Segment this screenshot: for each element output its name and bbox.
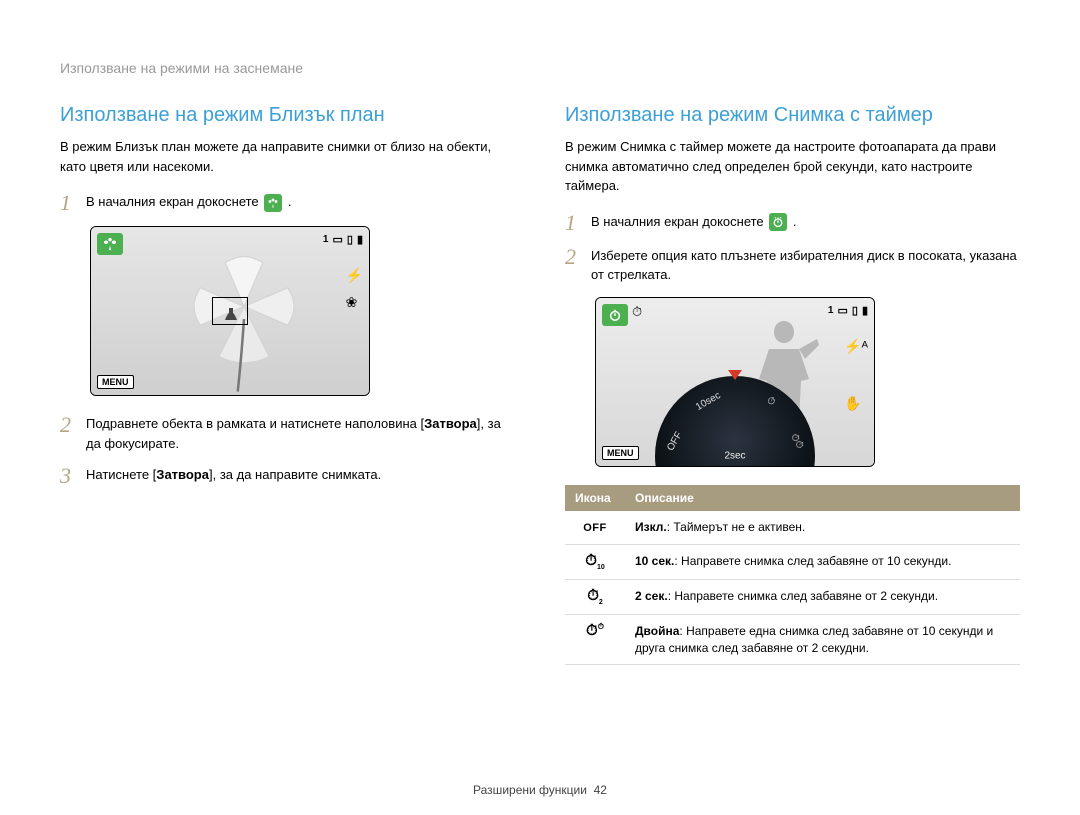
right-icons: ⚡ ❀ [346,267,363,311]
closeup-step-2: 2 Подравнете обекта в рамката и натиснет… [60,414,515,453]
table-row: ⏱2 2 сек.: Направете снимка след забавян… [565,579,1020,614]
camera-viewfinder: 1 ▭ ▯ ▮ ⚡ ❀ [91,227,369,395]
battery-icon: ▮ [357,233,363,246]
step-number: 2 [565,246,579,268]
table-header-desc: Описание [625,485,1020,511]
step-body: Натиснете [Затвора], за да направите сни… [86,465,515,485]
step-body: В началния екран докоснете . [591,212,1020,232]
timer-step-1: 1 В началния екран докоснете . [565,212,1020,234]
timer-section: Използване на режим Снимка с таймер В ре… [565,104,1020,665]
option-desc: 10 сек.: Направете снимка след забавяне … [625,544,1020,579]
camera-viewfinder: ⏱ 1 ▭ ▯ ▮ ⚡ᴬ ✋ [596,298,874,466]
timer-intro: В режим Снимка с таймер можете да настро… [565,137,1020,196]
table-row: OFF Изкл.: Таймерът не е активен. [565,511,1020,545]
menu-label: MENU [602,446,639,460]
selection-dial: 2sec OFF 10sec ⏱ ⏱⏱ [655,376,815,467]
right-icons: ⚡ᴬ ✋ [844,338,868,412]
step-number: 3 [60,465,74,487]
option-desc: 2 сек.: Направете снимка след забавяне о… [625,579,1020,614]
page-number: 42 [594,783,607,797]
shots-remaining: 1 [323,234,329,245]
storage-icon: ▯ [852,304,858,317]
columns: Използване на режим Близък план В режим … [60,104,1020,665]
option-icon-2sec: ⏱2 [565,579,625,614]
breadcrumb: Използване на режими на заснемане [60,60,1020,76]
storage-icon: ▯ [347,233,353,246]
table-row: ⏱10 10 сек.: Направете снимка след забав… [565,544,1020,579]
focus-box [212,297,248,325]
step-number: 1 [60,192,74,214]
option-icon-double: ⏱⏱ [565,614,625,665]
timer-title: Използване на режим Снимка с таймер [565,104,1020,127]
closeup-step-3: 3 Натиснете [Затвора], за да направите с… [60,465,515,487]
timer-icon [769,213,787,231]
timer-step-2: 2 Изберете опция като плъзнете избирател… [565,246,1020,285]
closeup-title: Използване на режим Близък план [60,104,515,127]
battery-icon: ▮ [862,304,868,317]
photo-size-icon: ▭ [837,304,847,317]
macro-icon: ❀ [346,294,363,311]
photo-size-icon: ▭ [332,233,342,246]
flower-icon [264,194,282,212]
status-icons: 1 ▭ ▯ ▮ [828,304,868,317]
step-body: Изберете опция като плъзнете избирателни… [591,246,1020,285]
stabilizer-icon: ✋ [844,395,868,412]
step-number: 1 [565,212,579,234]
page-footer: Разширени функции 42 [473,783,607,797]
step-body: Подравнете обекта в рамката и натиснете … [86,414,515,453]
step-body: В началния екран докоснете . [86,192,515,212]
option-icon-10sec: ⏱10 [565,544,625,579]
self-timer-icon: ⏱ [632,304,642,320]
closeup-screenshot: 1 ▭ ▯ ▮ ⚡ ❀ [90,226,370,396]
menu-label: MENU [97,375,134,389]
step-text: В началния екран докоснете [591,214,764,229]
dial-option-labels: OFF 10sec ⏱ ⏱⏱ [655,376,815,467]
flash-icon: ⚡ [346,267,363,284]
option-icon-off: OFF [565,511,625,545]
closeup-step-1: 1 В началния екран докоснете . [60,192,515,214]
closeup-section: Използване на режим Близък план В режим … [60,104,515,665]
mode-icon-timer [602,304,628,326]
step-text: . [793,214,797,229]
timer-options-table: Икона Описание OFF Изкл.: Таймерът не е … [565,485,1020,666]
table-body: OFF Изкл.: Таймерът не е активен. ⏱10 10… [565,511,1020,665]
timer-screenshot: ⏱ 1 ▭ ▯ ▮ ⚡ᴬ ✋ [595,297,875,467]
status-icons: 1 ▭ ▯ ▮ [323,233,363,246]
step-number: 2 [60,414,74,436]
footer-label: Разширени функции [473,783,587,797]
step-text: . [288,194,292,209]
option-desc: Двойна: Направете една снимка след забав… [625,614,1020,665]
table-row: ⏱⏱ Двойна: Направете една снимка след за… [565,614,1020,665]
shots-remaining: 1 [828,305,834,316]
step-text: В началния екран докоснете [86,194,259,209]
mode-icon-flower [97,233,123,255]
manual-page: Използване на режими на заснемане Използ… [0,0,1080,685]
flash-auto-icon: ⚡ᴬ [844,338,868,355]
option-desc: Изкл.: Таймерът не е активен. [625,511,1020,545]
table-header-icon: Икона [565,485,625,511]
closeup-intro: В режим Близък план можете да направите … [60,137,515,176]
